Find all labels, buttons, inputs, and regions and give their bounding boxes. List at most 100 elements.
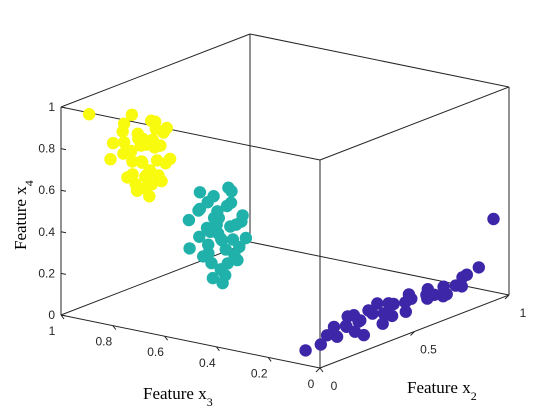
axes-box-front [60, 294, 510, 369]
z-tick-label: 0 [48, 308, 55, 322]
x-axis-line [60, 314, 321, 369]
y-tick-label: 0 [331, 379, 338, 393]
x-tick-mark [267, 357, 272, 362]
z-tick-label: 1 [48, 100, 55, 114]
data-point-series-2 [226, 233, 240, 246]
data-point-series-3 [126, 168, 139, 181]
z-tick-mark [60, 106, 67, 109]
x-tick-label: 0.6 [147, 345, 164, 359]
y-tick-label: 0.5 [420, 343, 437, 357]
data-point-series-3 [117, 117, 131, 130]
x-tick-mark [319, 367, 324, 373]
data-points [82, 108, 500, 357]
y-tick-mark [504, 294, 510, 300]
data-point-series-1 [487, 212, 500, 226]
data-point-series-3 [82, 108, 96, 121]
x-tick-label: 0 [308, 377, 315, 391]
box-edge [60, 241, 251, 316]
y-tick-label: 1 [520, 306, 527, 320]
data-point-series-3 [126, 155, 139, 168]
data-point-series-2 [183, 242, 196, 255]
tick-labels: 0 0.2 0.4 0.6 0.8 1 0 0.5 1 0 0.2 0.4 0.6 0.8 1 [38, 100, 526, 393]
box-edge [319, 86, 510, 161]
y-tick-mark [315, 367, 321, 373]
data-point-series-3 [125, 108, 139, 122]
data-point-series-3 [160, 121, 173, 135]
x-tick-mark [215, 346, 220, 352]
z-tick-mark [60, 148, 67, 151]
data-point-series-1 [377, 307, 390, 320]
x-axis-label: Feature x3 [143, 384, 213, 409]
z-axis-label: Feature x4 [11, 180, 36, 250]
data-point-series-2 [239, 231, 253, 245]
z-tick-mark [60, 189, 67, 192]
data-point-series-1 [472, 261, 485, 274]
data-point-series-1 [314, 338, 327, 351]
data-point-series-1 [428, 288, 441, 301]
data-point-series-2 [212, 211, 225, 225]
data-point-series-2 [222, 181, 235, 194]
data-point-series-3 [143, 190, 156, 203]
data-point-series-3 [145, 178, 159, 191]
z-tick-label: 0.6 [38, 183, 55, 197]
data-point-series-1 [449, 279, 462, 292]
data-point-series-2 [182, 213, 196, 227]
x-tick-label: 0.2 [251, 366, 268, 380]
data-point-series-1 [371, 297, 384, 310]
x-tick-label: 0.8 [95, 335, 112, 349]
z-tick-label: 0.8 [38, 142, 55, 156]
box-edge [60, 106, 321, 161]
data-point-series-2 [224, 196, 238, 209]
data-point-series-3 [159, 157, 172, 170]
data-point-series-2 [205, 256, 218, 270]
data-point-series-1 [330, 330, 344, 343]
data-point-series-2 [207, 190, 220, 203]
box-edge [249, 241, 510, 296]
data-point-series-1 [366, 307, 379, 320]
data-point-series-3 [136, 156, 149, 169]
data-point-series-2 [202, 238, 215, 251]
data-point-series-1 [456, 271, 469, 284]
data-point-series-1 [437, 280, 450, 293]
data-point-series-1 [399, 296, 412, 309]
data-point-series-3 [149, 115, 162, 128]
data-point-series-3 [125, 144, 138, 158]
data-point-series-3 [104, 153, 117, 166]
data-point-series-2 [235, 215, 248, 228]
z-tick-label: 0.4 [38, 225, 55, 239]
data-point-series-1 [399, 305, 412, 318]
x-tick-mark [112, 325, 117, 330]
x-tick-mark [164, 335, 169, 341]
y-axis-label: Feature x2 [407, 378, 477, 403]
box-edge [249, 33, 510, 88]
data-point-series-2 [219, 269, 232, 282]
data-point-series-2 [202, 247, 215, 260]
data-point-series-1 [341, 310, 354, 323]
data-point-series-1 [299, 344, 312, 357]
data-point-series-2 [228, 248, 241, 261]
box-edge [60, 33, 251, 108]
z-tick-mark [60, 231, 67, 234]
z-tick-mark [60, 272, 67, 275]
data-point-series-3 [154, 139, 167, 152]
data-point-series-1 [320, 329, 334, 342]
y-tick-mark [410, 331, 415, 336]
x-tick-label: 0.4 [199, 356, 216, 370]
data-point-series-1 [376, 317, 389, 330]
data-point-series-3 [117, 136, 131, 149]
data-point-series-3 [136, 132, 150, 146]
data-point-series-1 [339, 319, 353, 333]
data-point-series-1 [327, 320, 341, 334]
x-tick-mark [60, 314, 65, 320]
x-tick-label: 1 [49, 324, 56, 338]
data-point-series-3 [152, 169, 165, 182]
data-point-series-3 [106, 136, 120, 150]
data-point-series-2 [206, 271, 220, 285]
axes-box-back [60, 33, 510, 368]
data-point-series-2 [193, 230, 206, 243]
data-point-series-1 [382, 297, 395, 310]
z-tick-mark [60, 314, 67, 317]
data-point-series-1 [352, 315, 365, 328]
z-tick-label: 0.2 [38, 266, 55, 280]
